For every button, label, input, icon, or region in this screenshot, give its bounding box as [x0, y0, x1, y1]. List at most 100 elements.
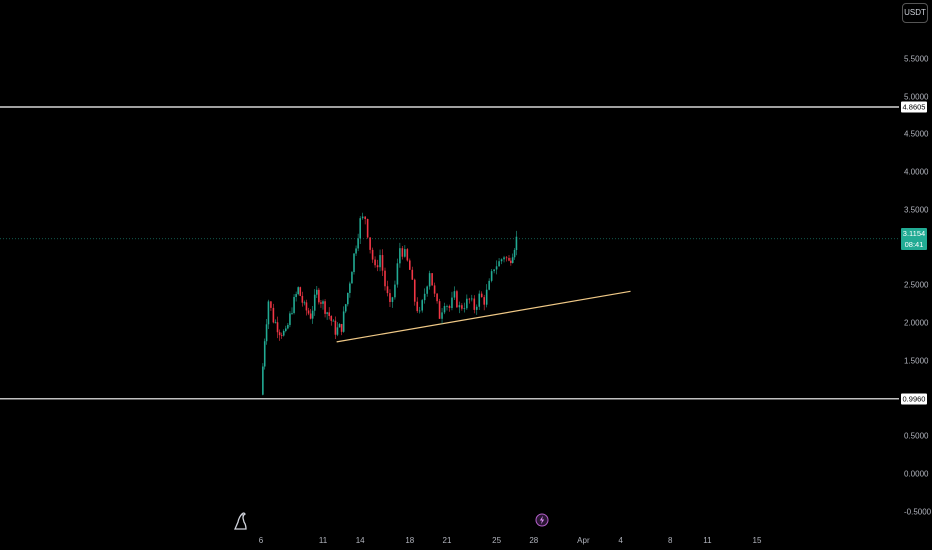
candle-body — [478, 293, 481, 307]
candle-body — [324, 301, 326, 314]
candle-body — [342, 311, 345, 332]
candle-body — [280, 335, 283, 336]
candle-body — [267, 301, 270, 325]
candle-body — [381, 255, 384, 271]
candle-body — [389, 293, 391, 302]
candle-body — [263, 341, 266, 367]
last-price-value: 3.1154 — [902, 228, 926, 238]
candle-body — [285, 328, 287, 331]
candle-body — [446, 305, 448, 307]
candle-body — [309, 313, 312, 319]
level-price-tag: 0.9960 — [901, 393, 927, 405]
candle-body — [396, 263, 399, 285]
candle-body — [508, 257, 510, 261]
price-tick-label: 2.5000 — [904, 280, 929, 290]
candle-body — [471, 298, 473, 300]
candle-body — [473, 298, 476, 310]
price-tick-label: -0.5000 — [904, 507, 932, 517]
time-tick-label: 11 — [318, 536, 328, 545]
candle-body — [272, 307, 275, 323]
lightning-event-icon[interactable] — [535, 513, 549, 527]
candle-body — [404, 249, 406, 257]
candle-body — [332, 320, 335, 322]
candle-body — [364, 216, 366, 219]
candle-body — [369, 237, 371, 250]
candle-body — [316, 289, 318, 295]
candle-body — [297, 287, 299, 295]
time-tick-label: Apr — [577, 536, 590, 545]
candle-body — [480, 293, 483, 298]
candle-body — [485, 289, 488, 305]
candle-body — [436, 293, 438, 302]
candle-body — [416, 301, 419, 312]
candle-body — [448, 305, 451, 308]
candle-body — [311, 310, 314, 319]
candle-body — [406, 249, 409, 261]
candle-body — [456, 291, 458, 308]
candle-body — [305, 302, 308, 311]
candle-body — [426, 286, 428, 294]
candle-body — [322, 301, 324, 304]
level-price-tag: 4.8605 — [901, 101, 927, 113]
time-tick-label: 6 — [258, 536, 264, 545]
candle-body — [278, 332, 281, 336]
countdown-value: 08:41 — [904, 239, 924, 249]
candle-body — [371, 249, 374, 260]
candle-body — [359, 218, 361, 239]
price-tick-label: 5.5000 — [904, 54, 929, 64]
time-tick-label: 8 — [667, 536, 673, 545]
candle-body — [466, 298, 468, 309]
candle-body — [386, 286, 389, 294]
candle-body — [510, 260, 512, 263]
price-tick-label: 4.5000 — [904, 129, 929, 139]
time-tick-label: 25 — [492, 536, 502, 545]
candle-body — [498, 261, 500, 267]
candle-body — [495, 266, 498, 270]
candle-body — [441, 312, 443, 319]
candle-body — [328, 312, 330, 316]
candle-body — [326, 312, 328, 314]
candle-body — [438, 301, 441, 319]
candle-body — [443, 306, 446, 313]
candle-body — [500, 259, 503, 262]
candle-body — [289, 313, 291, 325]
candle-body — [299, 287, 302, 296]
candle-body — [379, 255, 381, 268]
support-trendline — [336, 290, 631, 343]
candle-body — [336, 327, 339, 335]
candle-body — [303, 302, 306, 304]
candle-body — [287, 324, 289, 329]
candle-body — [291, 312, 293, 314]
price-tick-label: 0.5000 — [904, 431, 929, 441]
candle-body — [270, 301, 272, 308]
time-tick-label: 28 — [529, 536, 539, 545]
currency-button[interactable]: USDT — [902, 3, 928, 23]
candle-body — [428, 273, 431, 287]
candle-body — [468, 298, 471, 300]
candle-body — [351, 272, 353, 284]
candle-body — [376, 265, 379, 268]
tradingview-logo-icon[interactable] — [232, 510, 248, 530]
candle-body — [274, 322, 277, 324]
candle-body — [265, 324, 268, 342]
price-tick-label: 3.5000 — [904, 205, 929, 215]
candle-body — [330, 315, 333, 321]
price-tick-label: 0.0000 — [904, 469, 929, 479]
candle-body — [355, 248, 357, 254]
candle-body — [353, 253, 355, 273]
candle-body — [318, 289, 320, 303]
candle-body — [433, 285, 436, 294]
candle-body — [401, 248, 404, 257]
candle-body — [421, 300, 423, 311]
price-tick-label: 5.0000 — [904, 92, 929, 101]
candle-body — [357, 238, 359, 249]
candle-body — [394, 284, 396, 298]
candle-body — [483, 297, 485, 305]
time-tick-label: 18 — [405, 536, 415, 545]
candle-body — [490, 271, 493, 281]
candle-body — [384, 270, 386, 287]
candle-body — [458, 305, 461, 308]
candle-body — [515, 236, 518, 251]
candle-body — [505, 257, 508, 259]
